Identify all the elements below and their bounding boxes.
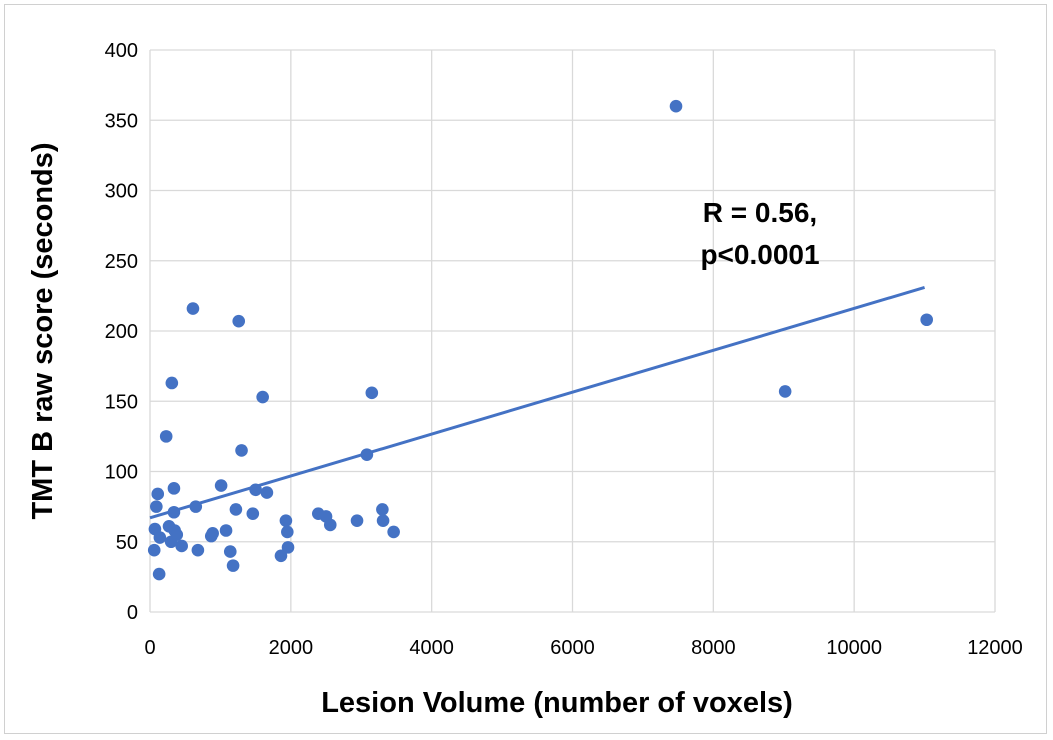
data-point <box>147 543 161 557</box>
data-point <box>323 518 337 532</box>
x-tick-label: 10000 <box>826 637 882 659</box>
data-point <box>153 531 167 544</box>
y-tick-label: 350 <box>105 110 138 132</box>
data-point <box>186 302 200 315</box>
data-point <box>365 386 379 400</box>
data-point <box>232 314 246 328</box>
y-tick-label: 100 <box>105 462 138 484</box>
data-point <box>376 503 389 516</box>
x-tick-label: 2000 <box>269 637 314 659</box>
x-tick-label: 0 <box>144 637 155 659</box>
data-point <box>167 505 181 519</box>
data-point <box>159 430 173 443</box>
data-point <box>226 559 240 572</box>
data-point <box>175 539 188 553</box>
x-axis-label: Lesion Volume (number of voxels) <box>321 687 793 719</box>
y-axis-label: TMT B raw score (seconds) <box>27 142 59 519</box>
data-point <box>191 543 205 557</box>
data-point <box>260 486 274 499</box>
data-point <box>150 500 163 513</box>
y-tick-label: 50 <box>116 532 138 554</box>
data-point <box>189 500 203 513</box>
data-point <box>376 514 390 527</box>
data-point <box>778 385 792 398</box>
data-point <box>165 376 179 390</box>
data-point <box>219 524 233 537</box>
x-tick-label: 6000 <box>550 637 595 659</box>
data-point <box>235 444 248 457</box>
data-point <box>152 567 166 581</box>
y-tick-label: 300 <box>105 181 138 203</box>
data-point <box>223 545 237 558</box>
annotation-r: R = 0.56, <box>703 197 817 228</box>
data-point <box>167 482 181 495</box>
data-point <box>256 390 269 404</box>
y-tick-label: 400 <box>105 40 138 62</box>
data-point <box>246 507 260 520</box>
data-point <box>279 514 293 527</box>
data-point <box>164 535 178 549</box>
chart-frame <box>4 4 1047 734</box>
y-tick-label: 150 <box>105 391 138 413</box>
data-point <box>274 549 288 563</box>
x-tick-label: 4000 <box>409 637 454 659</box>
data-point <box>920 313 933 327</box>
y-tick-label: 200 <box>105 321 138 343</box>
data-point <box>281 525 294 539</box>
data-point <box>249 483 262 497</box>
data-point <box>669 99 683 113</box>
annotation-p: p<0.0001 <box>700 239 819 270</box>
y-tick-label: 0 <box>127 602 138 624</box>
data-point <box>206 527 219 540</box>
y-tick-label: 250 <box>105 251 138 273</box>
data-point <box>214 479 228 492</box>
x-tick-label: 8000 <box>691 637 736 659</box>
data-point <box>229 503 243 516</box>
data-point <box>387 525 400 539</box>
data-point <box>281 541 295 554</box>
data-point <box>360 448 374 461</box>
data-point <box>151 487 165 501</box>
trendline <box>149 286 926 520</box>
x-tick-label: 12000 <box>967 637 1023 659</box>
data-point <box>350 514 364 527</box>
